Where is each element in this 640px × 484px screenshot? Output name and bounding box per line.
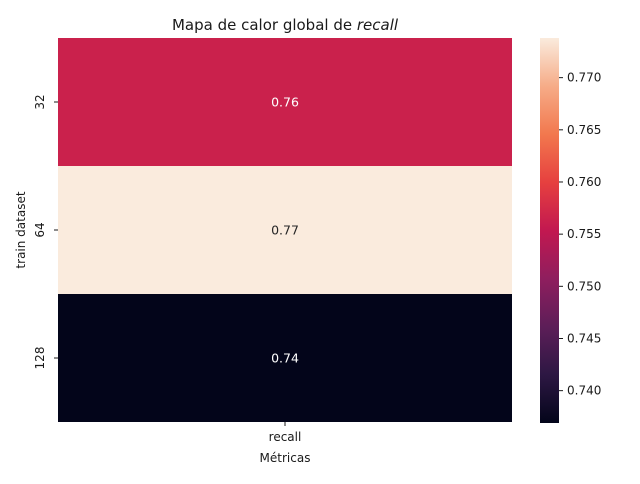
heatmap-cell xyxy=(58,38,512,166)
y-axis: 32 64 128 xyxy=(33,94,58,369)
colorbar-tick-label: 0.755 xyxy=(567,227,601,241)
cell-value-label: 0.74 xyxy=(271,351,299,366)
colorbar-ticks: 0.740 0.745 0.750 0.755 0.760 0.765 0.770 xyxy=(559,71,601,398)
cell-value-label: 0.77 xyxy=(271,223,299,238)
chart-title-emphasis: recall xyxy=(357,16,399,34)
y-tick-label: 128 xyxy=(33,347,47,370)
x-tick-label: recall xyxy=(269,430,302,444)
colorbar-tick-label: 0.765 xyxy=(567,123,601,137)
chart-title: Mapa de calor global de recall xyxy=(172,16,399,34)
colorbar-tick-label: 0.750 xyxy=(567,279,601,293)
y-tick-label: 32 xyxy=(33,94,47,109)
colorbar-tick-label: 0.770 xyxy=(567,71,601,85)
colorbar-tick-label: 0.745 xyxy=(567,331,601,345)
heatmap-cell xyxy=(58,294,512,422)
chart-title-prefix: Mapa de calor global de xyxy=(172,16,357,34)
y-axis-label: train dataset xyxy=(14,191,28,268)
colorbar xyxy=(540,38,559,423)
colorbar-tick-label: 0.740 xyxy=(567,384,601,398)
heatmap-cells: 0.76 0.77 0.74 xyxy=(58,38,512,422)
x-axis-label: Métricas xyxy=(260,451,311,465)
colorbar-tick-label: 0.760 xyxy=(567,175,601,189)
cell-value-label: 0.76 xyxy=(271,95,299,110)
heatmap-cell xyxy=(58,166,512,294)
y-tick-label: 64 xyxy=(33,222,47,237)
x-axis: recall xyxy=(269,422,302,444)
